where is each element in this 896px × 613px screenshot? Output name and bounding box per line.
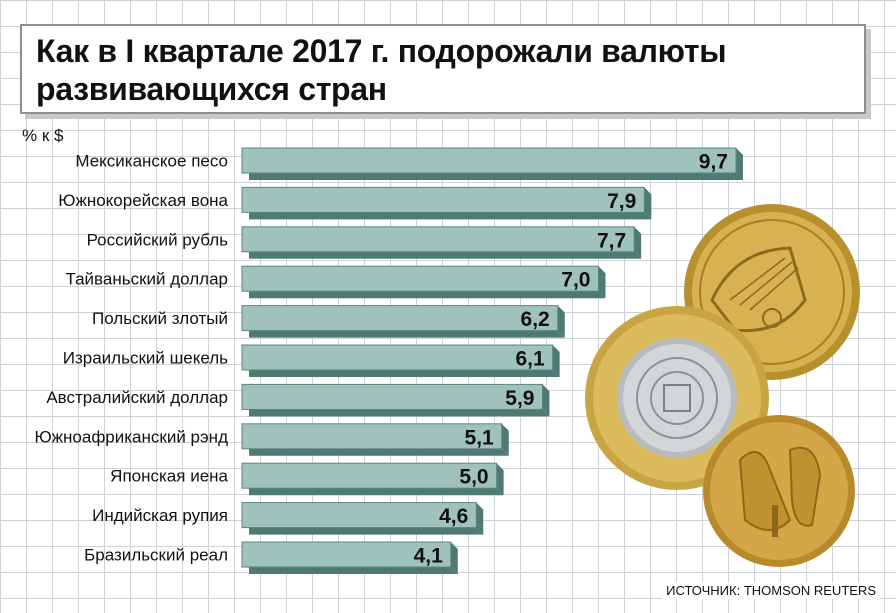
australian-dollar-coin (703, 415, 855, 567)
bar-bottom-face (249, 448, 509, 456)
bar-bottom-face (249, 527, 484, 535)
bar-side-face (557, 305, 565, 338)
value-label: 7,9 (607, 190, 636, 213)
category-label: Японская иена (110, 467, 228, 486)
bar-row: Израильский шекель 6,1 (63, 344, 560, 377)
category-label: Мексиканское песо (75, 152, 228, 171)
bar-bottom-face (249, 330, 565, 338)
bar (241, 462, 498, 489)
bar (241, 186, 645, 213)
value-label: 7,7 (597, 229, 626, 252)
bar-side-face (552, 345, 560, 377)
bar-row: Тайваньский доллар 7,0 (65, 265, 606, 299)
bar-bottom-face (249, 173, 743, 180)
bar-row: Южноафриканский рэнд 5,1 (34, 423, 509, 456)
bar (241, 265, 599, 292)
bar-side-face (501, 423, 509, 456)
bar-bottom-face (249, 409, 550, 417)
category-label: Австралийский доллар (46, 388, 228, 407)
unit-label: % к $ (22, 126, 64, 145)
bar-bottom-face (249, 370, 560, 377)
bars-group: Мексиканское песо 9,7 Южнокорейская вона 7,… (34, 147, 743, 574)
bar (241, 305, 559, 332)
category-label: Израильский шекель (63, 349, 228, 368)
bar-bottom-face (249, 251, 642, 259)
bar-side-face (736, 148, 743, 180)
value-label: 9,7 (699, 151, 728, 174)
bar (241, 502, 477, 529)
category-label: Южнокорейская вона (58, 191, 228, 210)
bar (241, 344, 554, 371)
bar-row: Японская иена 5,0 (110, 462, 504, 496)
bar-row: Индийская рупия 4,6 (92, 502, 484, 535)
bar-side-face (496, 463, 504, 496)
bar-row: Мексиканское песо 9,7 (75, 147, 743, 180)
bar-bottom-face (249, 488, 504, 496)
value-label: 6,2 (521, 308, 550, 331)
value-label: 5,9 (505, 387, 534, 410)
chart-title: Как в I квартале 2017 г. подорожали валю… (36, 33, 727, 107)
category-label: Польский злотый (92, 309, 228, 328)
bar-side-face (598, 266, 606, 299)
value-label: 4,1 (414, 545, 444, 568)
bar (241, 147, 737, 174)
bar-row: Южнокорейская вона 7,9 (58, 186, 652, 220)
value-label: 6,1 (515, 348, 545, 371)
value-label: 5,1 (465, 426, 495, 449)
category-label: Индийская рупия (92, 506, 228, 525)
bar-row: Польский злотый 6,2 (92, 305, 565, 338)
bar-side-face (476, 502, 484, 535)
source-note: ИСТОЧНИК: THOMSON REUTERS (662, 582, 880, 599)
title-box: Как в I квартале 2017 г. подорожали валю… (20, 24, 866, 114)
value-label: 7,0 (561, 269, 590, 292)
coins-illustration (585, 204, 860, 567)
bar (241, 541, 452, 568)
bar-side-face (542, 384, 550, 417)
bar-bottom-face (249, 567, 458, 574)
bar-bottom-face (249, 291, 606, 299)
category-label: Бразильский реал (84, 546, 228, 565)
bar-row: Российский рубль 7,7 (87, 226, 642, 259)
bar-side-face (644, 187, 652, 220)
bar (241, 423, 503, 450)
value-label: 4,6 (439, 505, 468, 528)
category-label: Российский рубль (87, 230, 229, 249)
bar-row: Бразильский реал 4,1 (84, 541, 458, 574)
bar-row: Австралийский доллар 5,9 (46, 383, 550, 417)
category-label: Тайваньский доллар (65, 270, 228, 289)
bar (241, 226, 635, 253)
bar-side-face (450, 542, 458, 574)
bar (241, 383, 543, 410)
bar-bottom-face (249, 212, 652, 220)
bar-side-face (634, 226, 642, 259)
category-label: Южноафриканский рэнд (34, 427, 228, 446)
value-label: 5,0 (459, 466, 488, 489)
